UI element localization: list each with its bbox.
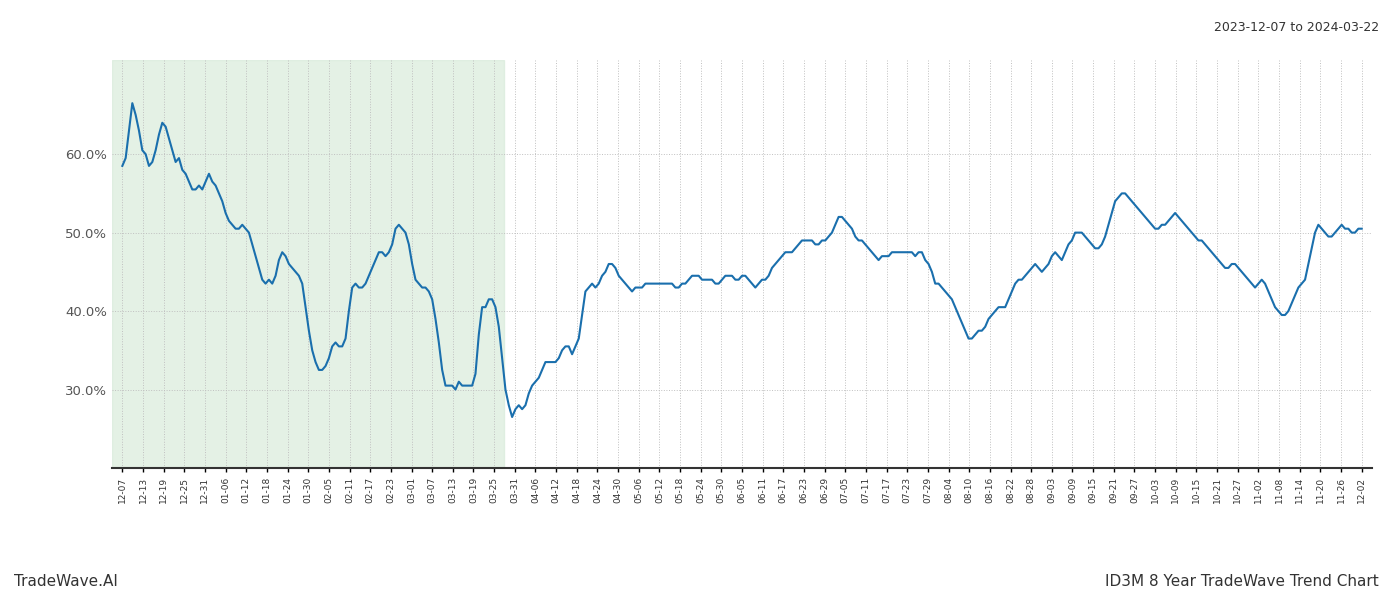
Text: TradeWave.AI: TradeWave.AI	[14, 574, 118, 589]
Text: 2023-12-07 to 2024-03-22: 2023-12-07 to 2024-03-22	[1214, 21, 1379, 34]
Bar	[112, 60, 504, 468]
Text: ID3M 8 Year TradeWave Trend Chart: ID3M 8 Year TradeWave Trend Chart	[1105, 574, 1379, 589]
